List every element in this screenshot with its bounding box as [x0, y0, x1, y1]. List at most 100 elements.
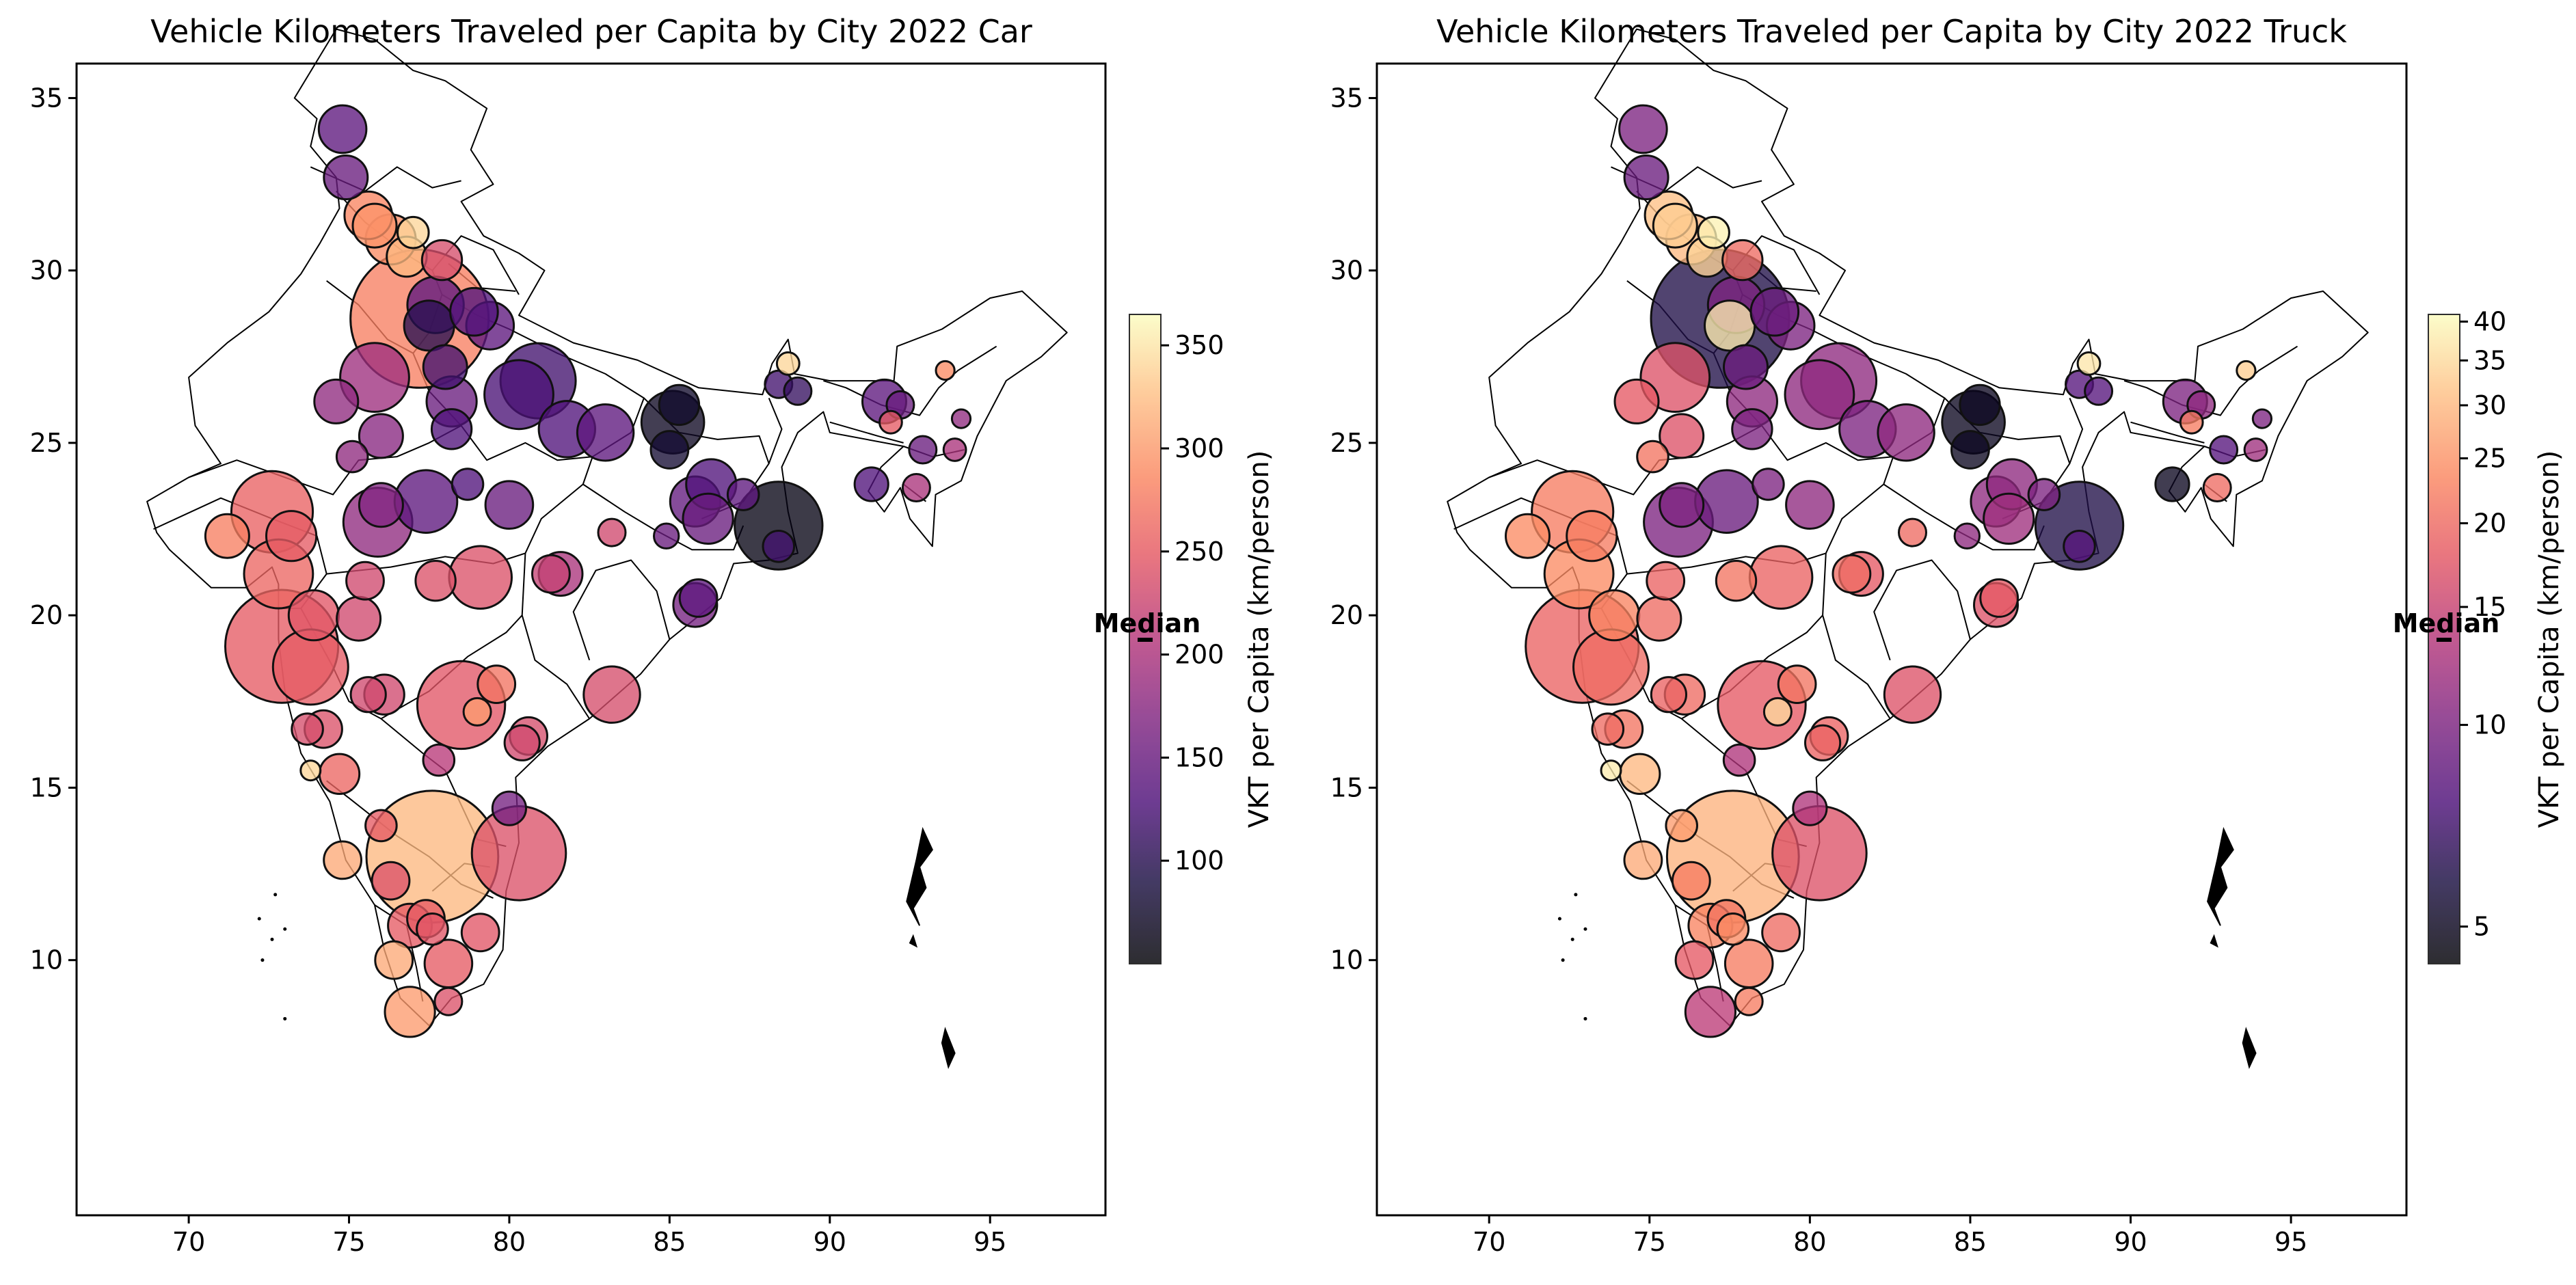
- state-border: [1626, 456, 1894, 575]
- city-bubble: [1752, 468, 1785, 501]
- city-bubble: [2063, 530, 2096, 563]
- city-bubble: [1877, 403, 1935, 462]
- car-x-axis: 70 75 80 85 90 95: [172, 1215, 1006, 1257]
- city-bubble: [1979, 578, 2020, 618]
- city-bubble: [483, 359, 554, 431]
- city-bubble: [1591, 712, 1625, 746]
- city-bubble: [2202, 473, 2232, 502]
- city-bubble: [414, 560, 457, 602]
- truck-colorbar: 5 10 15 20 25 30 35 40 VKT per Capita (km/perso…: [2393, 307, 2565, 964]
- car-colorbar-label: VKT per Capita (km/person): [1244, 450, 1275, 828]
- city-bubble: [1674, 940, 1715, 980]
- city-bubble: [2251, 408, 2272, 429]
- x-tick-label: 70: [1473, 1227, 1505, 1257]
- city-bubble: [1704, 299, 1756, 352]
- car-median-label: Median: [1094, 608, 1201, 638]
- city-bubble: [1722, 743, 1756, 777]
- city-bubble: [358, 482, 404, 528]
- city-bubble: [1694, 469, 1759, 535]
- city-bubble: [942, 437, 967, 462]
- truck-panel: Vehicle Kilometers Traveled per Capita b…: [1330, 13, 2565, 1257]
- city-bubble: [658, 383, 701, 427]
- city-bubble: [313, 378, 360, 424]
- city-bubble: [460, 912, 500, 953]
- state-border: [823, 345, 997, 416]
- city-bubble: [1777, 664, 1817, 704]
- city-bubble: [299, 759, 322, 782]
- city-bubble: [420, 239, 464, 282]
- city-bubble: [422, 344, 468, 390]
- city-bubble: [1898, 517, 1927, 547]
- y-tick-label: 35: [1330, 83, 1363, 113]
- city-bubble: [2076, 351, 2102, 376]
- city-bubble: [1731, 408, 1773, 450]
- city-bubble: [477, 664, 517, 704]
- island-shape: [2242, 1027, 2257, 1070]
- city-bubble: [653, 522, 680, 550]
- city-bubble: [358, 413, 404, 459]
- city-bubble: [1618, 104, 1668, 154]
- city-bubble: [1600, 759, 1622, 782]
- y-tick-label: 35: [30, 83, 63, 113]
- city-bubble: [1684, 986, 1736, 1038]
- city-bubble: [491, 790, 528, 826]
- city-bubble: [1723, 938, 1774, 988]
- city-bubble: [775, 351, 801, 376]
- city-bubble: [576, 403, 635, 462]
- x-tick-label: 85: [653, 1227, 686, 1257]
- city-bubble: [908, 435, 938, 465]
- state-border: [1822, 553, 1891, 720]
- city-bubble: [1619, 753, 1661, 796]
- city-bubble: [265, 510, 318, 563]
- truck-plot-frame: [1376, 62, 2408, 1217]
- city-bubble: [1953, 522, 1981, 550]
- city-bubble: [397, 215, 430, 249]
- colorbar-tick-label: 20: [2473, 509, 2506, 539]
- city-bubble: [1983, 492, 2035, 545]
- city-bubble: [1650, 676, 1687, 714]
- colorbar-tick-label: 30: [2473, 390, 2506, 420]
- city-bubble: [1723, 344, 1769, 390]
- x-tick-label: 70: [172, 1227, 205, 1257]
- island-dot: [273, 893, 278, 897]
- island-dot: [260, 958, 265, 962]
- colorbar-tick-label: 100: [1175, 846, 1224, 876]
- city-bubble: [950, 408, 972, 429]
- city-bubble: [1785, 480, 1835, 530]
- city-bubble: [1623, 840, 1663, 880]
- y-tick-label: 15: [1330, 772, 1363, 802]
- city-bubble: [1613, 378, 1660, 424]
- island-dot: [283, 927, 287, 931]
- city-bubble: [448, 545, 513, 610]
- city-bubble: [2243, 437, 2268, 462]
- city-bubble: [422, 743, 456, 777]
- colorbar-tick-label: 150: [1175, 742, 1224, 772]
- city-bubble: [462, 696, 492, 727]
- city-bubble: [2236, 360, 2257, 381]
- city-bubble: [682, 492, 734, 545]
- state-border: [1873, 559, 1971, 661]
- x-tick-label: 90: [814, 1227, 846, 1257]
- city-bubble: [2154, 466, 2190, 502]
- state-border: [1488, 424, 1762, 496]
- city-bubble: [1623, 154, 1669, 200]
- city-bubble: [1716, 912, 1750, 946]
- city-bubble: [935, 360, 956, 381]
- island-shape: [906, 826, 933, 926]
- x-tick-label: 90: [2114, 1227, 2147, 1257]
- colorbar-tick-label: 250: [1175, 537, 1224, 567]
- y-tick-label: 25: [30, 428, 63, 458]
- city-bubble: [1646, 560, 1686, 601]
- colorbar-tick-label: 350: [1175, 330, 1224, 360]
- state-border: [2130, 421, 2205, 444]
- city-bubble: [853, 466, 889, 502]
- state-border: [2123, 345, 2298, 416]
- city-bubble: [484, 480, 535, 530]
- city-bubble: [384, 986, 436, 1038]
- city-bubble: [349, 676, 387, 714]
- city-bubble: [1792, 790, 1828, 826]
- state-border: [829, 421, 904, 444]
- city-bubble: [1715, 560, 1758, 602]
- city-bubble: [1588, 589, 1641, 642]
